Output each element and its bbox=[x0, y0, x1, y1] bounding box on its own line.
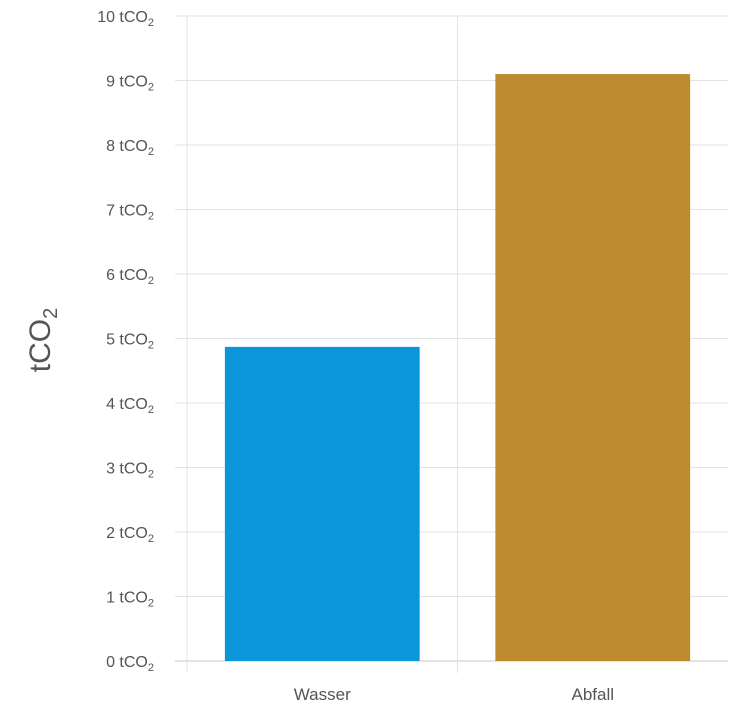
grid-lines bbox=[175, 15, 728, 673]
y-tick-label-9: 9 tCO2 bbox=[106, 74, 154, 94]
x-tick-label-wasser: Wasser bbox=[294, 685, 351, 704]
bar-wasser[interactable] bbox=[224, 346, 420, 661]
y-tick-label-3: 3 tCO2 bbox=[106, 461, 154, 481]
y-tick-label-2: 2 tCO2 bbox=[106, 525, 154, 545]
y-tick-label-6: 6 tCO2 bbox=[106, 267, 154, 287]
bars-group bbox=[224, 74, 691, 662]
y-axis-ticks: 0 tCO2 1 tCO2 2 tCO2 3 tCO2 4 tCO2 5 tCO2 6 tC… bbox=[97, 9, 154, 674]
bar-abfall[interactable] bbox=[495, 74, 691, 662]
y-tick-label-10: 10 tCO2 bbox=[97, 9, 154, 29]
y-tick-label-4: 4 tCO2 bbox=[106, 396, 154, 416]
y-tick-label-1: 1 tCO2 bbox=[106, 590, 154, 610]
y-axis-title: tCO2 bbox=[24, 308, 62, 372]
y-tick-label-7: 7 tCO2 bbox=[106, 203, 154, 223]
y-tick-label-0: 0 tCO2 bbox=[106, 654, 154, 674]
x-tick-label-abfall: Abfall bbox=[571, 685, 614, 704]
y-tick-label-8: 8 tCO2 bbox=[106, 138, 154, 158]
y-tick-label-5: 5 tCO2 bbox=[106, 332, 154, 352]
x-axis-ticks: Wasser Abfall bbox=[294, 685, 614, 704]
